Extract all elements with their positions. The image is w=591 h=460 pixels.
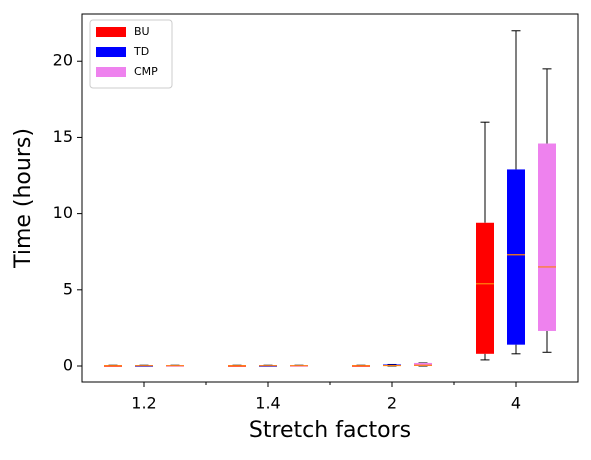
y-axis-label: Time (hours) (11, 128, 36, 269)
y-tick-label: 20 (53, 51, 73, 70)
legend-label: TD (133, 45, 149, 58)
box (538, 143, 556, 331)
legend-swatch (96, 67, 126, 77)
x-tick-label: 1.2 (131, 394, 156, 413)
legend-label: CMP (134, 65, 158, 78)
x-axis-label: Stretch factors (249, 418, 411, 443)
y-tick-label: 15 (53, 127, 73, 146)
box (507, 169, 525, 345)
legend-label: BU (134, 25, 150, 38)
legend-swatch (96, 27, 126, 37)
x-tick-label: 4 (511, 394, 521, 413)
y-tick-label: 5 (63, 279, 73, 298)
x-tick-label: 1.4 (255, 394, 280, 413)
y-tick-label: 0 (63, 356, 73, 375)
box (414, 362, 432, 366)
legend-swatch (96, 47, 126, 57)
box (476, 222, 494, 354)
x-tick-label: 2 (387, 394, 397, 413)
y-tick-label: 10 (53, 203, 73, 222)
